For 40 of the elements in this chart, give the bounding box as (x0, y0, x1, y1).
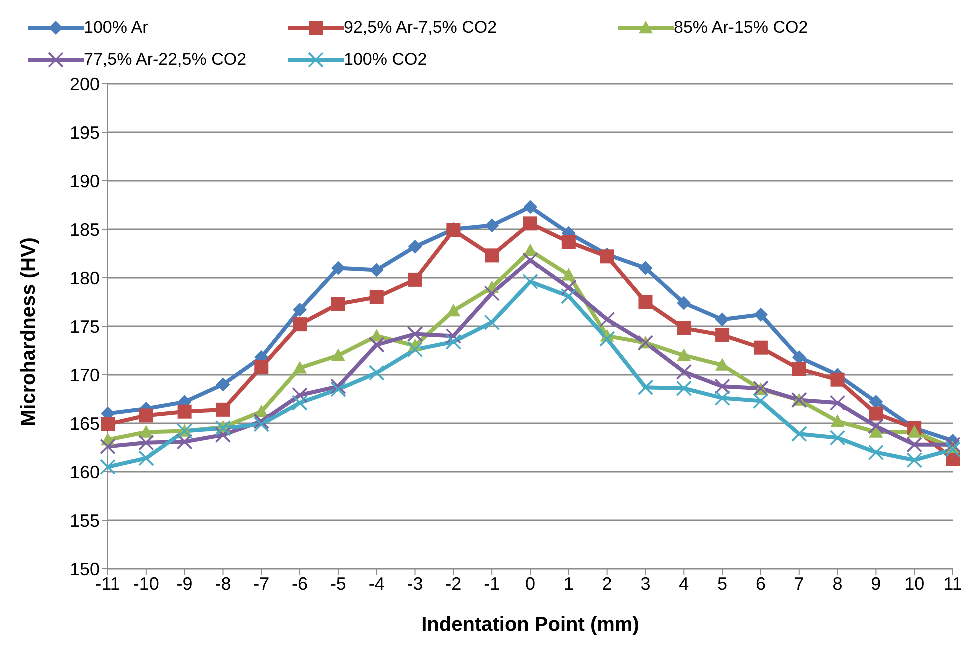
x-tick-label: -3 (407, 574, 424, 594)
x-tick-label: 0 (525, 574, 536, 594)
x-tick-label: -9 (176, 574, 193, 594)
x-tick-label: -10 (133, 574, 160, 594)
x-tick-label: -1 (484, 574, 500, 594)
x-tick-label: 4 (679, 574, 690, 594)
x-tick-label: 6 (756, 574, 766, 594)
y-tick-label: 175 (70, 316, 100, 337)
x-tick-label: -7 (254, 574, 270, 594)
y-tick-label: 165 (70, 414, 100, 434)
x-tick-label: 7 (794, 574, 804, 594)
y-tick-label: 170 (70, 365, 100, 386)
x-tick-label: -8 (215, 574, 232, 594)
x-axis-title: Indentation Point (mm) (422, 614, 640, 636)
y-tick-label: 195 (70, 122, 100, 143)
x-tick-label: 9 (871, 574, 882, 594)
y-tick-label: 185 (70, 220, 100, 240)
legend-label: 100% CO2 (344, 50, 428, 70)
x-tick-label: 1 (564, 574, 574, 594)
y-tick-label: 190 (70, 171, 100, 192)
legend-label: 100% Ar (84, 18, 148, 38)
y-tick-label: 150 (70, 559, 100, 580)
legend-label: 85% Ar-15% CO2 (674, 18, 808, 38)
x-tick-label: 3 (640, 574, 651, 594)
x-tick-label: 8 (832, 574, 843, 594)
y-tick-label: 180 (70, 268, 100, 288)
x-tick-label: 10 (904, 574, 925, 594)
x-tick-label: 11 (944, 574, 962, 594)
x-tick-label: 2 (602, 574, 612, 594)
x-tick-label: -2 (446, 574, 462, 594)
y-tick-label: 155 (70, 510, 100, 531)
x-tick-label: 5 (718, 574, 728, 594)
legend-label: 92,5% Ar-7,5% CO2 (344, 18, 498, 38)
x-tick-label: -4 (368, 574, 385, 594)
y-axis-title: Microhardness (HV) (18, 238, 40, 426)
x-tick-label: -6 (292, 574, 308, 594)
y-tick-label: 160 (70, 462, 100, 482)
y-tick-label: 200 (70, 74, 100, 94)
legend-label: 77,5% Ar-22,5% CO2 (84, 50, 247, 70)
x-tick-label: -5 (330, 574, 346, 594)
